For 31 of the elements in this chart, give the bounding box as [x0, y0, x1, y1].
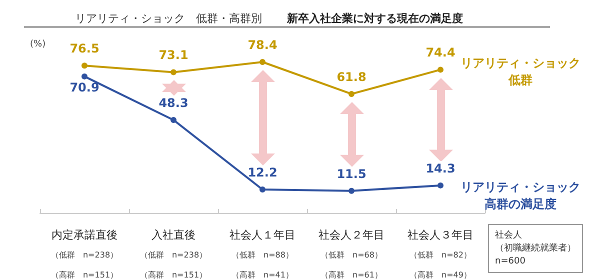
category-label: 社会人１年目（低群 n=88）（高群 n=41）: [230, 228, 296, 279]
point: [260, 59, 266, 65]
data-label: 76.5: [70, 42, 100, 56]
chart-title: 新卒入社企業に対する現在の満足度: [286, 12, 463, 25]
category-label: 社会人３年目（低群 n=82）（高群 n=49）: [408, 228, 474, 279]
point: [82, 62, 88, 69]
series-label: リアリティ・ショック低群: [460, 56, 580, 88]
point: [348, 90, 354, 97]
data-label: 48.3: [158, 96, 188, 110]
category-label: 内定承諾直後（低群 n=238）（高群 n=151）: [50, 228, 118, 279]
data-label: 70.9: [70, 80, 100, 94]
y-axis-title: (%): [30, 40, 46, 50]
data-label: 61.8: [336, 70, 366, 84]
point: [82, 73, 88, 80]
point: [170, 69, 176, 76]
point: [260, 186, 266, 192]
data-label: 12.2: [248, 166, 278, 180]
data-label: 11.5: [336, 166, 366, 181]
chart-subtitle: リアリティ・ショック 低群・高群別: [75, 12, 262, 25]
data-label: 14.3: [426, 161, 456, 176]
category-label: 入社直後（低群 n=238）（高群 n=151）: [140, 228, 208, 279]
point: [170, 116, 176, 123]
point: [438, 182, 444, 188]
point: [348, 188, 354, 194]
data-label: 73.1: [158, 48, 188, 62]
data-label: 78.4: [248, 38, 278, 52]
category-label: 社会人２年目（低群 n=68）（高群 n=61）: [318, 228, 384, 279]
point: [438, 66, 444, 73]
series-label: リアリティ・ショック高群の満足度: [460, 180, 580, 211]
data-label: 74.4: [426, 46, 456, 60]
text: 社会人（初職継続就業者）n=600: [495, 230, 576, 266]
